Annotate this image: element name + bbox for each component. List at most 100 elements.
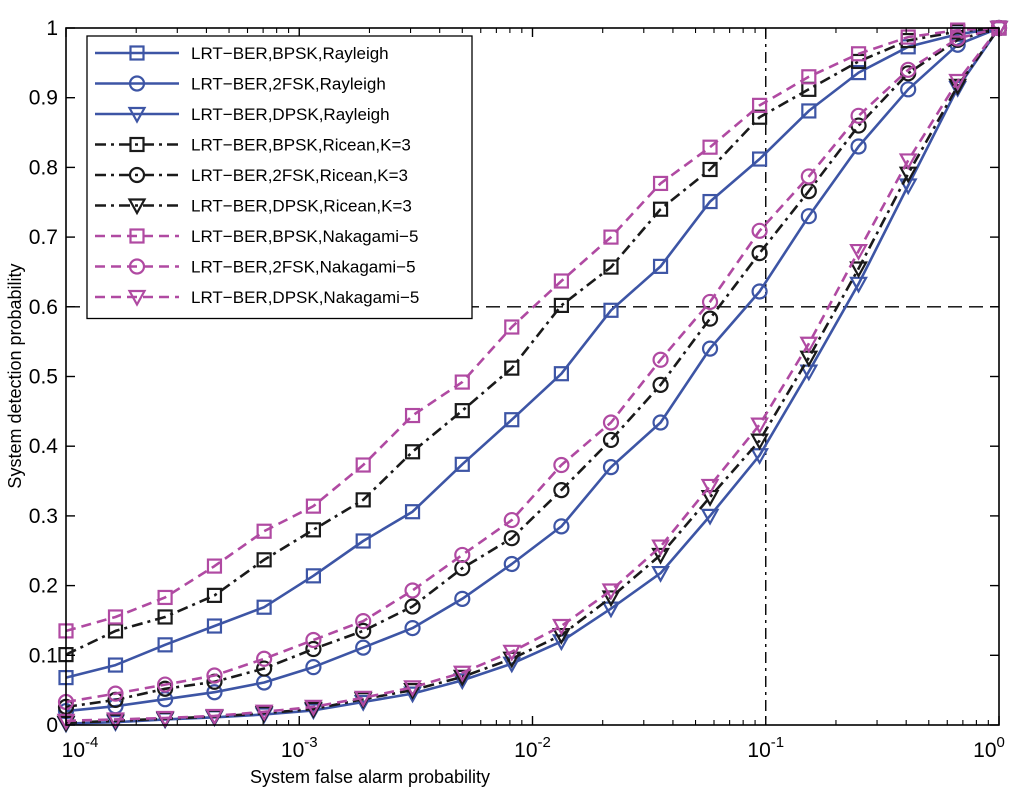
data-point <box>454 590 471 607</box>
data-point <box>700 508 720 526</box>
series-line <box>65 27 1001 723</box>
y-tick-label: 0.4 <box>29 435 59 458</box>
data-point <box>404 598 421 615</box>
y-axis-title: System detection probability <box>5 263 25 488</box>
series-1 <box>58 20 1007 686</box>
legend-label: LRT−BER,2FSK,Ricean,K=3 <box>191 166 408 185</box>
data-point <box>652 201 669 217</box>
data-point <box>949 30 966 47</box>
data-point <box>504 412 520 428</box>
data-point <box>751 283 768 300</box>
x-tick-exponent: -1 <box>771 734 784 751</box>
x-tick-exponent: -3 <box>304 734 317 751</box>
y-tick-label: 0.3 <box>29 505 58 528</box>
x-tick-base: 10 <box>973 739 996 762</box>
data-point <box>355 622 372 640</box>
data-point <box>801 69 817 85</box>
data-point <box>603 302 619 318</box>
data-point <box>850 46 867 62</box>
data-point <box>256 599 272 615</box>
data-point <box>751 245 768 262</box>
data-point <box>107 657 124 673</box>
data-point <box>652 175 669 192</box>
data-point <box>849 243 868 261</box>
data-point <box>404 504 421 520</box>
legend-marker <box>127 198 147 216</box>
data-point <box>553 456 570 474</box>
data-point <box>502 644 522 662</box>
data-point <box>850 138 867 155</box>
legend-label: LRT−BER,DPSK,Ricean,K=3 <box>191 197 412 216</box>
data-point <box>206 618 223 634</box>
data-point <box>652 351 669 368</box>
data-point <box>651 547 670 565</box>
data-point <box>601 601 621 619</box>
data-point <box>305 568 322 584</box>
legend-marker <box>128 75 146 92</box>
data-point <box>553 297 569 314</box>
legend-marker <box>128 166 146 184</box>
data-point <box>602 414 620 431</box>
legend-marker <box>128 258 146 275</box>
series-line <box>65 26 1000 656</box>
data-point <box>305 498 322 514</box>
data-point <box>403 680 422 698</box>
series-line <box>65 27 1001 725</box>
data-point <box>702 193 718 210</box>
data-point <box>305 631 322 649</box>
data-point <box>751 151 768 167</box>
data-point <box>206 587 223 603</box>
data-point <box>603 229 619 245</box>
legend-label: LRT−BER,BPSK,Rayleigh <box>191 44 389 63</box>
data-point <box>155 710 175 728</box>
data-point <box>503 511 520 529</box>
data-point <box>157 680 174 697</box>
data-point <box>256 523 272 539</box>
data-point <box>205 708 224 726</box>
data-point <box>206 667 223 684</box>
data-point <box>504 319 520 335</box>
data-point <box>305 640 322 658</box>
series-line <box>65 27 1001 725</box>
data-point <box>950 22 966 38</box>
data-point <box>404 582 421 599</box>
legend-label: LRT−BER,DPSK,Rayleigh <box>191 105 390 124</box>
data-point <box>801 103 817 119</box>
x-axis: 10-4 10-3 10-2 10-1 100 <box>62 28 1005 762</box>
legend-label: LRT−BER,BPSK,Ricean,K=3 <box>191 136 411 155</box>
data-point <box>355 533 371 549</box>
legend-label: LRT−BER,BPSK,Nakagami−5 <box>191 227 418 246</box>
data-point <box>750 433 769 451</box>
data-point <box>948 73 968 91</box>
data-point <box>751 97 768 113</box>
data-point <box>403 683 422 700</box>
y-tick-label: 1 <box>46 17 58 40</box>
data-point <box>652 414 669 431</box>
data-point <box>355 639 372 656</box>
series-7 <box>58 20 1007 639</box>
data-point <box>702 161 718 178</box>
data-point <box>701 310 719 327</box>
data-point <box>403 686 422 704</box>
data-point <box>355 457 371 473</box>
x-tick-base: 10 <box>281 739 304 762</box>
data-point <box>552 618 571 636</box>
data-point <box>553 366 569 382</box>
data-point <box>355 492 371 508</box>
data-point <box>799 336 819 354</box>
data-point <box>353 694 373 712</box>
data-point <box>404 620 421 637</box>
legend-marker <box>127 289 147 307</box>
legend-marker <box>129 228 145 244</box>
x-tick-exponent: -4 <box>85 734 98 751</box>
data-point <box>553 482 570 499</box>
y-tick-label: 0 <box>46 714 58 737</box>
y-tick-label: 0.6 <box>29 296 58 319</box>
data-point <box>157 676 174 693</box>
data-point <box>553 273 569 289</box>
data-point <box>404 407 421 424</box>
data-point <box>651 539 670 557</box>
legend-marker <box>129 45 145 61</box>
data-point <box>305 522 322 538</box>
